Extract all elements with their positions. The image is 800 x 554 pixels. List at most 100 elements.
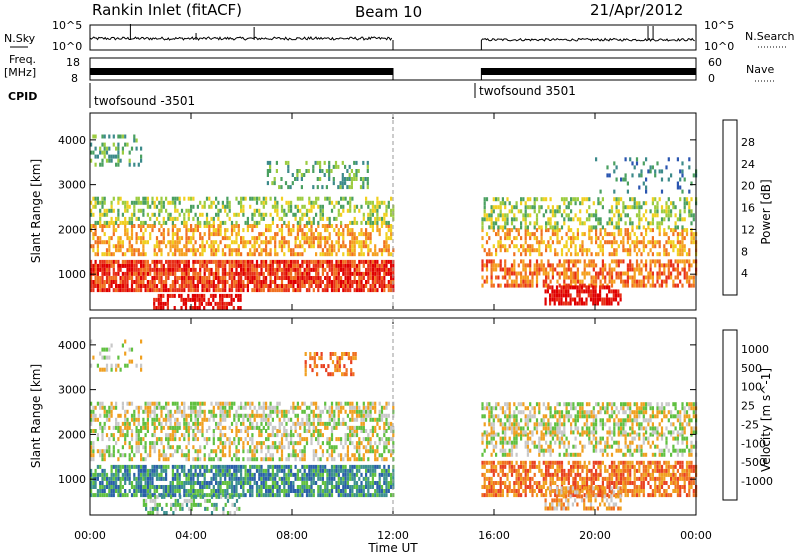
power-cell <box>565 297 568 302</box>
velocity-cell <box>155 464 159 469</box>
velocity-cell <box>205 485 209 489</box>
power-cell <box>385 244 388 249</box>
power-cell <box>162 306 165 310</box>
power-cell <box>567 201 570 206</box>
power-cell <box>275 160 278 165</box>
power-cell <box>283 284 286 288</box>
velocity-cell <box>319 468 322 473</box>
velocity-cell <box>244 429 247 433</box>
power-cell <box>547 217 550 222</box>
power-cell <box>142 271 145 276</box>
power-cell <box>376 216 379 221</box>
velocity-cell <box>176 449 179 454</box>
power-cell <box>676 263 679 268</box>
power-cell <box>110 263 113 268</box>
power-cell <box>224 228 227 233</box>
velocity-cell <box>128 464 131 469</box>
velocity-cell <box>230 457 234 462</box>
power-cell <box>246 284 249 288</box>
velocity-cell <box>355 445 359 450</box>
power-cell <box>215 228 218 233</box>
power-cell <box>153 212 156 217</box>
velocity-cell <box>203 457 206 462</box>
power-cell <box>217 263 220 268</box>
power-cell <box>190 208 193 213</box>
power-cell <box>158 228 161 233</box>
velocity-cell <box>267 489 270 493</box>
power-cell <box>205 263 209 268</box>
power-cell <box>151 288 154 293</box>
velocity-cell <box>326 468 329 473</box>
power-cell <box>217 228 220 233</box>
power-cell <box>135 267 138 272</box>
power-cell <box>251 216 254 221</box>
velocity-cell <box>190 481 193 485</box>
power-cell <box>624 213 627 218</box>
power-cell <box>330 259 334 264</box>
power-cell <box>290 228 293 233</box>
power-cell <box>367 263 370 268</box>
power-cell <box>176 244 179 249</box>
power-cell <box>319 212 322 217</box>
velocity-cell <box>294 476 297 481</box>
power-cell <box>681 248 684 253</box>
velocity-cell <box>296 476 299 481</box>
power-cell <box>371 284 374 288</box>
power-cell <box>348 177 351 181</box>
velocity-cell <box>365 429 368 433</box>
power-cell <box>501 228 504 233</box>
power-cell <box>683 217 686 222</box>
power-cell <box>529 263 532 268</box>
velocity-cell <box>255 489 259 493</box>
power-cell <box>501 267 504 272</box>
velocity-cell <box>362 476 365 481</box>
power-cell <box>688 165 691 170</box>
velocity-cell <box>312 493 315 498</box>
power-cell <box>115 244 118 249</box>
velocity-cell <box>201 472 204 477</box>
power-cell <box>353 248 356 253</box>
power-cell <box>196 259 199 264</box>
power-cell <box>683 275 686 280</box>
power-cell <box>376 196 379 201</box>
power-cell <box>92 196 95 201</box>
velocity-cell <box>130 493 134 498</box>
power-cell <box>101 280 104 284</box>
power-cell <box>597 221 600 226</box>
power-cell <box>233 263 236 268</box>
velocity-cell <box>137 449 140 454</box>
power-cell <box>269 284 272 288</box>
velocity-cell <box>308 472 311 477</box>
power-cell <box>128 220 131 225</box>
power-cell <box>203 306 206 310</box>
velocity-cell <box>362 489 365 493</box>
power-cell <box>570 271 573 276</box>
power-cell <box>117 146 120 151</box>
power-cell <box>640 279 643 284</box>
velocity-cell <box>251 493 254 498</box>
velocity-cell <box>140 429 143 433</box>
power-cell <box>515 205 518 210</box>
power-cell <box>667 275 670 280</box>
power-cell <box>540 197 543 202</box>
power-cell <box>378 284 381 288</box>
power-cell <box>262 284 265 288</box>
velocity-cell <box>326 441 329 446</box>
velocity-cell <box>244 472 247 477</box>
power-cell <box>92 236 95 241</box>
power-cell <box>233 284 236 288</box>
power-cell <box>595 263 598 268</box>
velocity-cell <box>315 464 318 469</box>
velocity-cell <box>126 425 129 430</box>
power-cell <box>365 271 368 276</box>
velocity-cell <box>162 489 165 493</box>
velocity-cell <box>226 485 229 489</box>
power-cell <box>110 259 113 264</box>
power-cell <box>296 276 299 280</box>
power-cell <box>522 283 525 288</box>
power-cell <box>387 284 390 288</box>
velocity-cell <box>255 464 259 469</box>
velocity-cell <box>110 476 113 481</box>
power-cell <box>232 297 235 302</box>
power-cell <box>101 240 104 245</box>
